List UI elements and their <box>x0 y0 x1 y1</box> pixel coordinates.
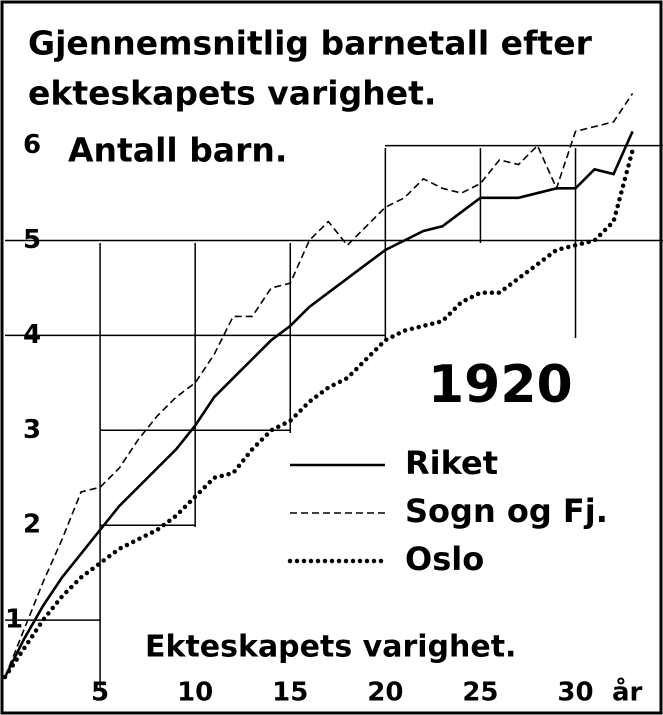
x-axis-label: Ekteskapets varighet. <box>145 630 516 665</box>
line-series <box>4 92 634 678</box>
line-series <box>2 148 635 680</box>
x-tick-label: 25 <box>462 678 498 708</box>
x-tick-label: 20 <box>367 678 403 708</box>
x-tick-label: 5 <box>91 678 109 708</box>
chart-title: Gjennemsnitlig barnetall efter <box>28 24 593 63</box>
x-unit: år <box>612 676 643 708</box>
legend-label: Oslo <box>405 540 484 578</box>
y-tick-label: 5 <box>23 225 41 255</box>
y-axis-label: Antall barn. <box>68 131 287 170</box>
chart-title: ekteskapets varighet. <box>28 74 436 113</box>
x-tick-label: 30 <box>557 678 593 708</box>
y-tick-label: 6 <box>23 130 41 160</box>
line-series <box>3 130 634 678</box>
x-tick-label: 15 <box>272 678 308 708</box>
legend-label: Riket <box>405 444 498 482</box>
annotation: 1920 <box>428 355 573 415</box>
y-tick-label: 1 <box>5 605 23 635</box>
x-tick-label: 10 <box>177 678 213 708</box>
y-tick-label: 2 <box>23 510 41 540</box>
legend-label: Sogn og Fj. <box>405 492 608 530</box>
y-tick-label: 4 <box>23 320 41 350</box>
y-tick-label: 3 <box>23 415 41 445</box>
